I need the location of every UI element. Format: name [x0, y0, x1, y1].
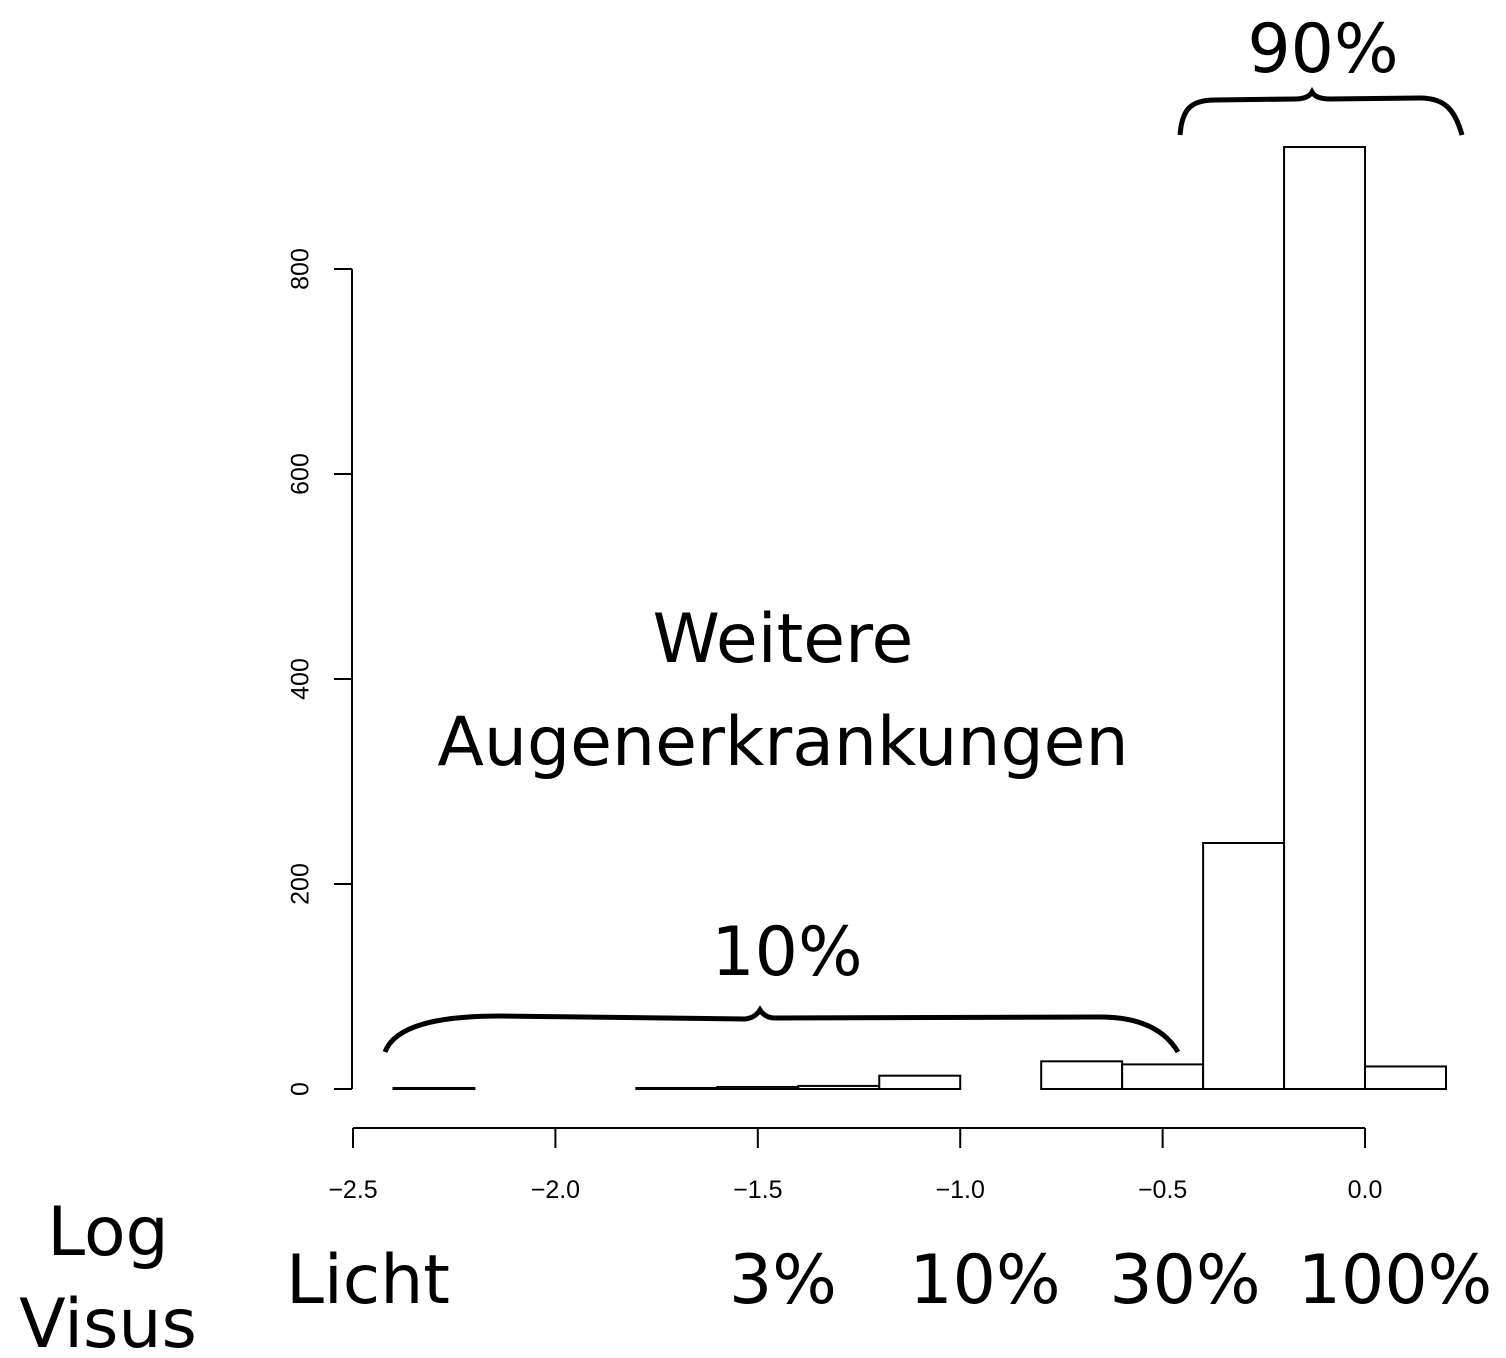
brace-90: [1177, 86, 1465, 136]
bar: [716, 1085, 800, 1090]
y-tick-label: 200: [287, 863, 315, 905]
secondary-label: 100%: [1298, 1241, 1492, 1320]
axis-title: Visus: [19, 1285, 197, 1358]
x-tick-label: −1.5: [733, 1176, 782, 1204]
bar: [392, 1086, 476, 1090]
bar: [878, 1074, 962, 1091]
secondary-label: 10%: [909, 1241, 1060, 1320]
x-tick-label: −0.5: [1138, 1176, 1187, 1204]
secondary-label: 30%: [1109, 1241, 1260, 1320]
bar: [1040, 1060, 1124, 1090]
x-tick-label: 0.0: [1348, 1176, 1383, 1204]
x-tick-label: −2.0: [531, 1176, 580, 1204]
annotation: 10%: [711, 913, 862, 992]
annotation: Weitere: [653, 600, 914, 679]
secondary-label: 3%: [729, 1241, 837, 1320]
bar: [1364, 1065, 1447, 1090]
y-tick-label: 0: [287, 1082, 315, 1096]
annotation: 90%: [1247, 10, 1398, 89]
y-tick-label: 800: [287, 248, 315, 290]
bar: [1283, 146, 1367, 1090]
y-tick-label: 600: [287, 453, 315, 495]
bar: [635, 1086, 719, 1090]
secondary-label: Licht: [286, 1241, 450, 1320]
x-tick-label: −2.5: [328, 1176, 377, 1204]
y-tick-label: 400: [287, 658, 315, 700]
bar: [1202, 842, 1286, 1090]
bar: [797, 1084, 881, 1091]
axis-title: Log: [47, 1193, 168, 1272]
annotation: Augenerkrankungen: [437, 703, 1128, 782]
x-tick-label: −1.0: [936, 1176, 985, 1204]
bar: [1121, 1063, 1205, 1091]
brace-10: [382, 1005, 1181, 1054]
